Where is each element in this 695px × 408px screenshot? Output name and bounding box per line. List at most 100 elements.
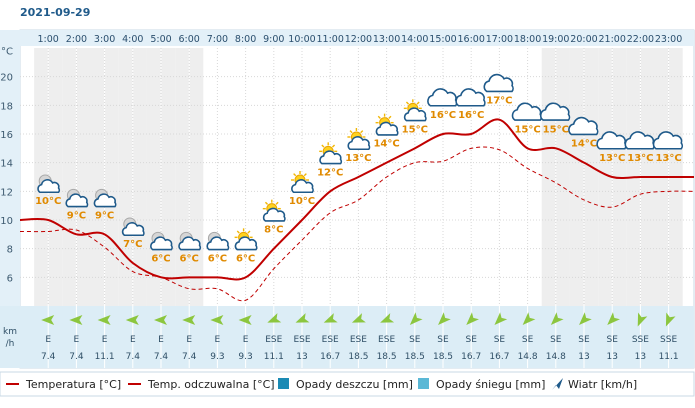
cloud-shape	[37, 179, 61, 194]
wind-arrow-icon	[637, 312, 648, 327]
y-axis-band	[0, 30, 20, 368]
hour-label: 9:00	[263, 34, 284, 45]
wind-arrow-shape	[607, 312, 620, 325]
wind-arrow-shape	[97, 315, 111, 325]
cloud-shape	[234, 236, 258, 251]
hour-label: 3:00	[94, 34, 115, 45]
wind-arrow-icon	[323, 313, 338, 323]
wind-arrow-icon	[579, 312, 592, 325]
wind-speed: 9.3	[238, 352, 252, 362]
wind-arrow-shape	[579, 312, 592, 325]
hour-label: 12:00	[345, 34, 372, 45]
feels-like-line	[19, 146, 695, 302]
cloud-shape	[178, 236, 202, 251]
temp-label: 9°C	[95, 210, 114, 221]
sun-ray	[247, 230, 251, 234]
temp-label: 15°C	[402, 124, 428, 135]
cloud-shape	[347, 136, 371, 151]
wind-arrow-icon	[494, 312, 508, 325]
cloud-icon	[455, 88, 486, 107]
wind-arrow-shape	[154, 315, 167, 325]
wind-speed: 7.4	[41, 352, 56, 362]
wind-direction: SE	[606, 335, 618, 345]
day-partly-cloudy-icon	[319, 142, 343, 165]
sun-ray	[360, 130, 364, 134]
y-tick-label: 8	[7, 245, 13, 256]
wind-arrow-shape	[665, 312, 676, 327]
wind-direction: ESE	[378, 335, 395, 345]
temp-label: 6°C	[180, 253, 199, 264]
hour-label: 6:00	[179, 34, 200, 45]
wind-direction: SE	[409, 335, 421, 345]
wind-arrow-icon	[125, 315, 139, 325]
wind-arrow-shape	[210, 315, 224, 325]
hour-label: 22:00	[627, 34, 654, 45]
wind-arrow-shape	[466, 312, 479, 325]
temp-label: 6°C	[208, 253, 227, 264]
y-tick-label: 14	[0, 159, 13, 170]
wind-speed: 16.7	[320, 352, 340, 362]
temp-label: 15°C	[514, 124, 540, 135]
temp-label: 14°C	[373, 139, 399, 150]
sun-ray	[303, 173, 307, 177]
wind-speed: 13	[606, 352, 617, 362]
cloud-icon	[483, 73, 514, 93]
y-tick-label: 10	[0, 216, 13, 227]
cloud-shape	[65, 193, 89, 208]
wind-arrow-icon	[550, 312, 564, 325]
cloud-shape	[262, 207, 286, 222]
y-tick-label: 20	[0, 73, 13, 84]
wind-direction: SE	[494, 335, 506, 345]
wind-direction: E	[130, 335, 136, 345]
day-partly-cloudy-icon	[262, 199, 286, 222]
day-partly-cloudy-icon	[403, 99, 427, 122]
cloud-shape	[206, 236, 230, 251]
wind-speed: 13	[296, 352, 307, 362]
legend-wind-icon	[552, 378, 563, 390]
wind-arrow-shape	[380, 313, 395, 323]
wind-direction: ESE	[293, 335, 310, 345]
wind-arrow-icon	[380, 313, 395, 323]
temp-label: 17°C	[486, 96, 512, 107]
wind-unit-band	[0, 306, 20, 368]
wind-arrow-shape	[409, 312, 423, 325]
night-partly-cloudy-icon	[178, 231, 202, 251]
wind-direction: E	[158, 335, 164, 345]
night-partly-cloudy-icon	[206, 231, 230, 251]
wind-arrow-icon	[97, 315, 111, 325]
temp-label: 10°C	[289, 196, 315, 207]
cloud-shape	[652, 131, 684, 150]
hour-label: 17:00	[486, 34, 513, 45]
wind-arrow-icon	[466, 312, 479, 325]
wind-arrow-shape	[182, 315, 196, 325]
day-partly-cloudy-icon	[347, 128, 371, 151]
day-partly-cloudy-icon	[234, 228, 258, 251]
wind-direction: E	[102, 335, 108, 345]
wind-direction: E	[186, 335, 192, 345]
legend-label: Temp. odczuwalna [°C]	[147, 378, 275, 391]
temp-label: 9°C	[67, 210, 86, 221]
sun-ray	[388, 115, 392, 119]
temp-label: 8°C	[264, 225, 283, 236]
cloud-icon	[539, 102, 571, 121]
legend-swatch-box	[418, 378, 429, 389]
wind-speed: 18.5	[433, 352, 453, 362]
cloud-shape	[455, 88, 486, 107]
wind-direction: E	[74, 335, 80, 345]
wind-direction: SE	[437, 335, 449, 345]
wind-direction: SSE	[632, 335, 649, 345]
hour-label: 19:00	[542, 34, 569, 45]
wind-arrow-shape	[41, 315, 55, 325]
wind-arrow-icon	[607, 312, 620, 325]
wind-speed: 7.4	[69, 352, 84, 362]
wind-arrow-icon	[182, 315, 196, 325]
wind-arrow-shape	[125, 315, 139, 325]
day-partly-cloudy-icon	[291, 171, 314, 194]
night-partly-cloudy-icon	[65, 188, 89, 208]
temp-label: 13°C	[627, 153, 653, 164]
wind-speed: 7.4	[182, 352, 197, 362]
wind-speed: 13	[635, 352, 646, 362]
cloud-shape	[375, 121, 399, 136]
wind-unit-h: /h	[6, 339, 15, 349]
